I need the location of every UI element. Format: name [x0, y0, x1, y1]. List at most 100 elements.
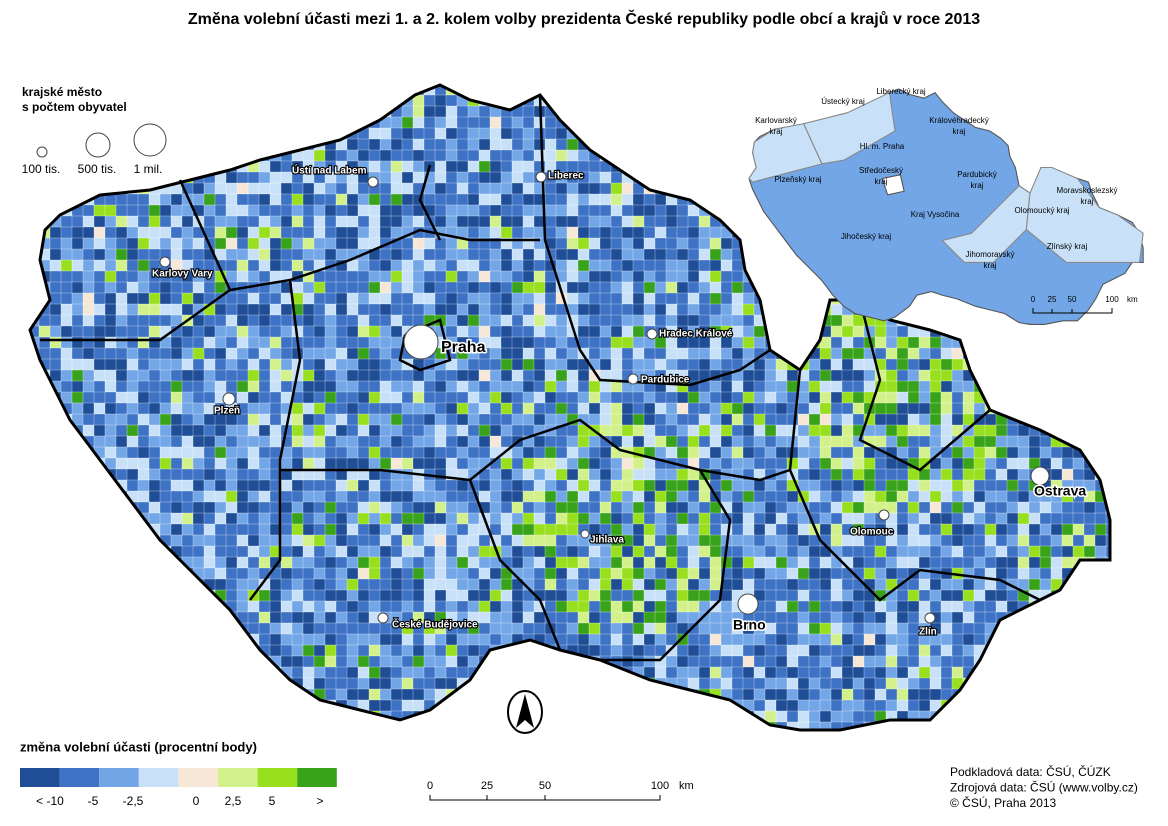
municipality: [258, 270, 271, 283]
municipality: [93, 468, 106, 481]
municipality: [159, 413, 172, 426]
municipality: [324, 479, 337, 492]
municipality: [797, 600, 810, 613]
municipality: [885, 380, 898, 393]
municipality: [852, 468, 865, 481]
municipality: [434, 149, 447, 162]
municipality: [577, 105, 590, 118]
municipality: [126, 512, 139, 525]
municipality: [379, 501, 392, 514]
municipality: [621, 490, 634, 503]
municipality: [720, 446, 733, 459]
municipality: [357, 314, 370, 327]
municipality: [786, 325, 799, 338]
municipality: [401, 589, 414, 602]
municipality: [379, 248, 392, 261]
municipality: [302, 556, 315, 569]
municipality: [49, 600, 62, 613]
municipality: [126, 402, 139, 415]
municipality: [225, 193, 238, 206]
municipality: [984, 490, 997, 503]
municipality: [478, 149, 491, 162]
municipality: [390, 545, 403, 558]
municipality: [401, 116, 414, 129]
municipality: [698, 446, 711, 459]
municipality: [434, 468, 447, 481]
municipality: [698, 193, 711, 206]
municipality: [60, 138, 73, 151]
municipality: [104, 358, 117, 371]
municipality: [852, 501, 865, 514]
municipality: [500, 600, 513, 613]
municipality: [368, 424, 381, 437]
municipality: [566, 589, 579, 602]
municipality: [907, 358, 920, 371]
municipality: [445, 281, 458, 294]
municipality: [30, 468, 40, 481]
municipality: [1028, 380, 1041, 393]
municipality: [1028, 512, 1041, 525]
municipality: [379, 215, 392, 228]
municipality: [522, 611, 535, 624]
municipality: [60, 600, 73, 613]
municipality: [280, 622, 293, 635]
municipality: [511, 314, 524, 327]
municipality: [390, 369, 403, 382]
municipality: [995, 457, 1008, 470]
municipality: [995, 523, 1008, 536]
municipality: [720, 259, 733, 272]
municipality: [104, 281, 117, 294]
municipality: [742, 336, 755, 349]
municipality: [49, 182, 62, 195]
municipality: [269, 292, 282, 305]
municipality: [577, 369, 590, 382]
municipality: [313, 457, 326, 470]
municipality: [148, 314, 161, 327]
municipality: [467, 314, 480, 327]
municipality: [841, 413, 854, 426]
municipality: [401, 479, 414, 492]
municipality: [533, 622, 546, 635]
municipality: [280, 116, 293, 129]
municipality: [698, 622, 711, 635]
municipality: [82, 556, 95, 569]
municipality: [280, 85, 293, 96]
municipality: [126, 204, 139, 217]
municipality: [93, 622, 106, 635]
municipality: [742, 446, 755, 459]
municipality: [401, 138, 414, 151]
municipality: [126, 589, 139, 602]
municipality: [313, 534, 326, 547]
municipality: [874, 622, 887, 635]
municipality: [368, 314, 381, 327]
municipality: [269, 402, 282, 415]
municipality: [489, 149, 502, 162]
municipality: [1072, 468, 1085, 481]
municipality: [632, 303, 645, 316]
municipality: [71, 633, 84, 646]
municipality: [885, 479, 898, 492]
municipality: [390, 215, 403, 228]
municipality: [588, 468, 601, 481]
municipality: [1017, 457, 1030, 470]
municipality: [566, 105, 579, 118]
municipality: [643, 501, 656, 514]
municipality: [709, 545, 722, 558]
municipality: [610, 292, 623, 305]
municipality: [1061, 380, 1074, 393]
municipality: [566, 347, 579, 360]
municipality: [49, 567, 62, 580]
municipality: [753, 226, 766, 239]
municipality: [698, 347, 711, 360]
municipality: [731, 380, 744, 393]
municipality: [324, 314, 337, 327]
municipality: [412, 556, 425, 569]
municipality: [588, 567, 601, 580]
municipality: [907, 490, 920, 503]
municipality: [445, 567, 458, 580]
municipality: [687, 358, 700, 371]
municipality: [533, 391, 546, 404]
municipality: [786, 545, 799, 558]
municipality: [621, 127, 634, 140]
municipality: [533, 380, 546, 393]
